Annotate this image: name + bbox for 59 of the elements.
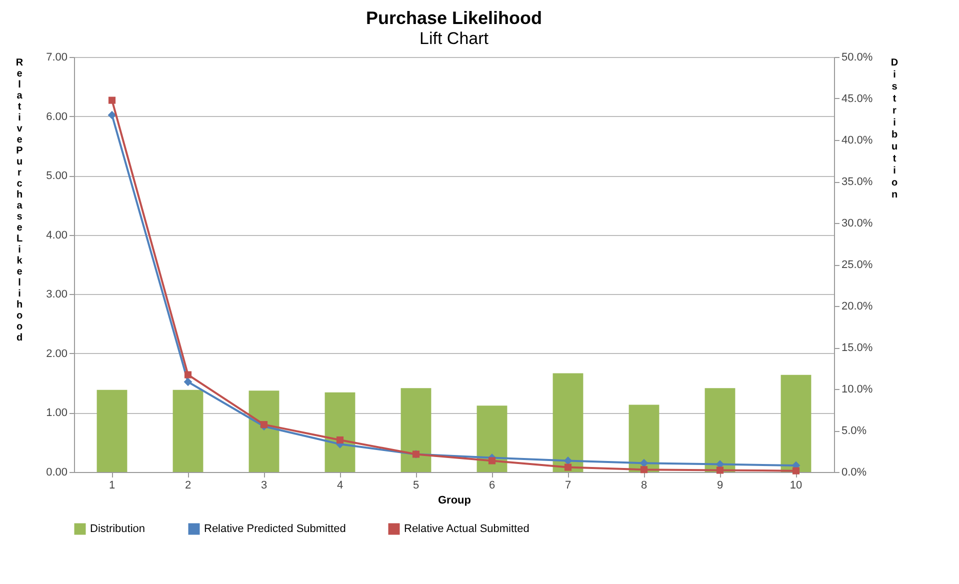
bar xyxy=(780,374,812,472)
legend-label: Relative Predicted Submitted xyxy=(204,523,346,535)
y-tick-label: 7.00 xyxy=(46,52,68,64)
y2-tick-label: 5.0% xyxy=(842,425,867,437)
x-tick-label: 8 xyxy=(640,480,648,492)
y-tick-label: 3.00 xyxy=(46,288,68,301)
y-tick-label: 2.00 xyxy=(46,348,68,360)
bar xyxy=(400,388,432,472)
x-tick-label: 7 xyxy=(564,480,572,492)
y2-tick-label: 40.0% xyxy=(842,134,873,146)
bar xyxy=(476,406,508,472)
x-tick-label: 5 xyxy=(412,480,420,492)
x-tick-label: 4 xyxy=(336,480,344,492)
y-tick-label: 1.00 xyxy=(46,407,68,420)
x-axis-title: Group xyxy=(438,494,472,506)
x-tick-label: 9 xyxy=(716,480,724,492)
point xyxy=(336,436,344,444)
point xyxy=(792,467,800,474)
y2-tick-label: 0.0% xyxy=(842,466,867,478)
point xyxy=(564,464,572,471)
text: Distribution xyxy=(890,58,898,200)
y2-tick-label: 30.0% xyxy=(842,218,873,230)
legend-label: Relative Actual Submitted xyxy=(404,523,530,535)
y-tick-label: 6.00 xyxy=(46,110,68,123)
text: Relative Purchase Likelihood xyxy=(16,58,24,344)
point xyxy=(260,421,268,428)
bar xyxy=(628,404,660,472)
bar xyxy=(248,390,280,472)
bar xyxy=(704,388,736,472)
point xyxy=(640,466,648,474)
point xyxy=(184,378,192,386)
y2-tick-label: 25.0% xyxy=(842,259,873,271)
x-tick-label: 1 xyxy=(108,480,116,492)
y2-tick-label: 50.0% xyxy=(842,52,873,64)
bar xyxy=(172,390,204,472)
x-tick-label: 2 xyxy=(184,480,192,492)
point xyxy=(108,96,116,104)
x-tick-label: 6 xyxy=(488,480,496,492)
x-tick-label: 3 xyxy=(260,480,268,492)
x-tick-label: 10 xyxy=(790,480,802,492)
y2-tick-label: 45.0% xyxy=(842,93,873,105)
y-tick-label: 5.00 xyxy=(46,170,68,182)
point xyxy=(488,457,496,464)
legend-label: Distribution xyxy=(90,523,146,535)
bar xyxy=(552,373,584,472)
y2-tick-label: 10.0% xyxy=(842,384,873,396)
point xyxy=(716,466,724,474)
y-tick-label: 0.00 xyxy=(46,466,68,478)
y-tick-label: 4.00 xyxy=(46,229,68,242)
point xyxy=(640,458,648,468)
point xyxy=(108,110,116,120)
y2-tick-label: 20.0% xyxy=(842,300,873,312)
chart-title: Purchase Likelihood xyxy=(366,8,542,28)
y2-tick-label: 15.0% xyxy=(842,342,873,354)
bar xyxy=(324,392,356,472)
point xyxy=(184,371,192,378)
chart-subtitle: Lift Chart xyxy=(420,29,489,48)
y2-tick-label: 35.0% xyxy=(842,176,873,188)
bar xyxy=(96,390,128,472)
